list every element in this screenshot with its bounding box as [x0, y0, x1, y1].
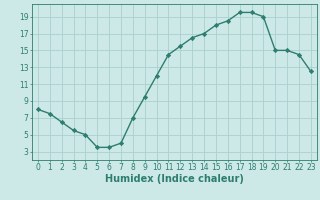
- X-axis label: Humidex (Indice chaleur): Humidex (Indice chaleur): [105, 174, 244, 184]
